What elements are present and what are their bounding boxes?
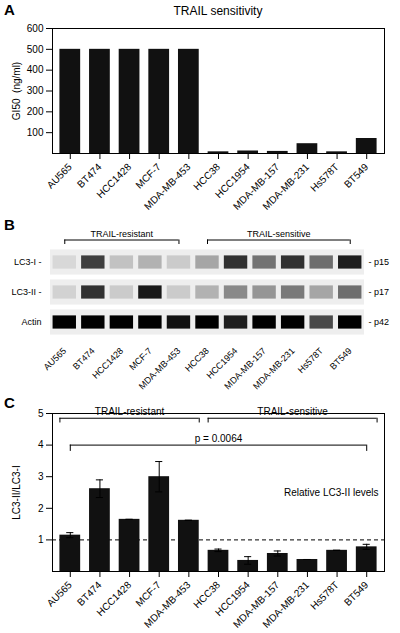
svg-text:BT474: BT474 [75,161,104,190]
svg-text:MCF-7: MCF-7 [133,161,163,191]
svg-text:MDA-MB-231: MDA-MB-231 [260,161,311,212]
svg-text:- p15: - p15 [369,257,390,267]
svg-text:MCF-7: MCF-7 [133,579,163,609]
svg-text:MDA-MB-157: MDA-MB-157 [222,345,268,392]
svg-text:- p42: - p42 [369,317,390,327]
svg-text:BT474: BT474 [75,579,104,608]
html-text:TRAIL sensitivity: TRAIL sensitivity [173,4,263,18]
svg-text:400: 400 [27,64,44,75]
svg-text:LC3-II/LC3-I: LC3-II/LC3-I [11,465,22,519]
svg-text:TRAIL-sensitive: TRAIL-sensitive [257,406,328,417]
svg-text:500: 500 [27,44,44,55]
svg-text:3: 3 [38,471,44,482]
svg-text:BT549: BT549 [328,346,354,372]
svg-text:5: 5 [38,408,44,419]
svg-text:Hs578T: Hs578T [296,345,326,375]
svg-text:Actin: Actin [21,317,41,327]
svg-text:- p17: - p17 [369,287,390,297]
svg-text:200: 200 [27,106,44,117]
svg-text:HCC1428: HCC1428 [94,161,133,200]
svg-text:BT474: BT474 [71,346,97,372]
svg-text:HCC1428: HCC1428 [90,346,125,381]
svg-text:1: 1 [38,534,44,545]
svg-text:BT549: BT549 [342,579,371,608]
svg-text:MDA-MB-157: MDA-MB-157 [230,161,282,212]
svg-text:BT549: BT549 [342,161,371,190]
svg-text:p = 0.0064: p = 0.0064 [195,433,243,444]
svg-text:HCC1954: HCC1954 [213,161,252,201]
svg-text:Hs578T: Hs578T [308,161,341,194]
svg-text:HCC1428: HCC1428 [94,579,133,618]
svg-text:600: 600 [27,23,44,34]
svg-text:HCC38: HCC38 [191,161,223,193]
svg-text:TRAIL-sensitive: TRAIL-sensitive [247,229,311,239]
svg-text:Relative LC3-II levels: Relative LC3-II levels [284,487,378,498]
svg-text:HCC1954: HCC1954 [213,579,252,619]
svg-text:TRAIL-resistant: TRAIL-resistant [95,406,165,417]
svg-text:MDA-MB-453: MDA-MB-453 [142,579,193,630]
svg-text:TRAIL-resistant: TRAIL-resistant [91,229,154,239]
svg-text:GI50 (ng/ml): GI50 (ng/ml) [11,62,22,120]
svg-text:HCC1954: HCC1954 [204,345,240,381]
svg-text:MDA-MB-453: MDA-MB-453 [137,346,183,392]
svg-text:MDA-MB-231: MDA-MB-231 [251,346,297,392]
html-text:A: A [4,1,15,18]
svg-text:MDA-MB-231: MDA-MB-231 [260,579,311,630]
html-text:B: B [4,216,15,233]
svg-text:MDA-MB-453: MDA-MB-453 [142,161,193,212]
svg-text:HCC38: HCC38 [191,579,223,611]
svg-text:300: 300 [27,85,44,96]
svg-text:4: 4 [38,439,44,450]
svg-text:MDA-MB-157: MDA-MB-157 [230,579,282,630]
svg-text:2: 2 [38,503,44,514]
svg-text:Hs578T: Hs578T [308,579,341,612]
html-text:C: C [4,394,15,411]
svg-text:AU565: AU565 [45,579,75,609]
svg-text:LC3-II -: LC3-II - [11,287,41,297]
svg-text:LC3-I -: LC3-I - [14,257,42,267]
svg-text:100: 100 [27,127,44,138]
svg-text:HCC38: HCC38 [183,346,211,374]
svg-text:AU565: AU565 [42,346,69,373]
svg-text:AU565: AU565 [45,161,75,191]
svg-text:MCF-7: MCF-7 [127,346,154,373]
